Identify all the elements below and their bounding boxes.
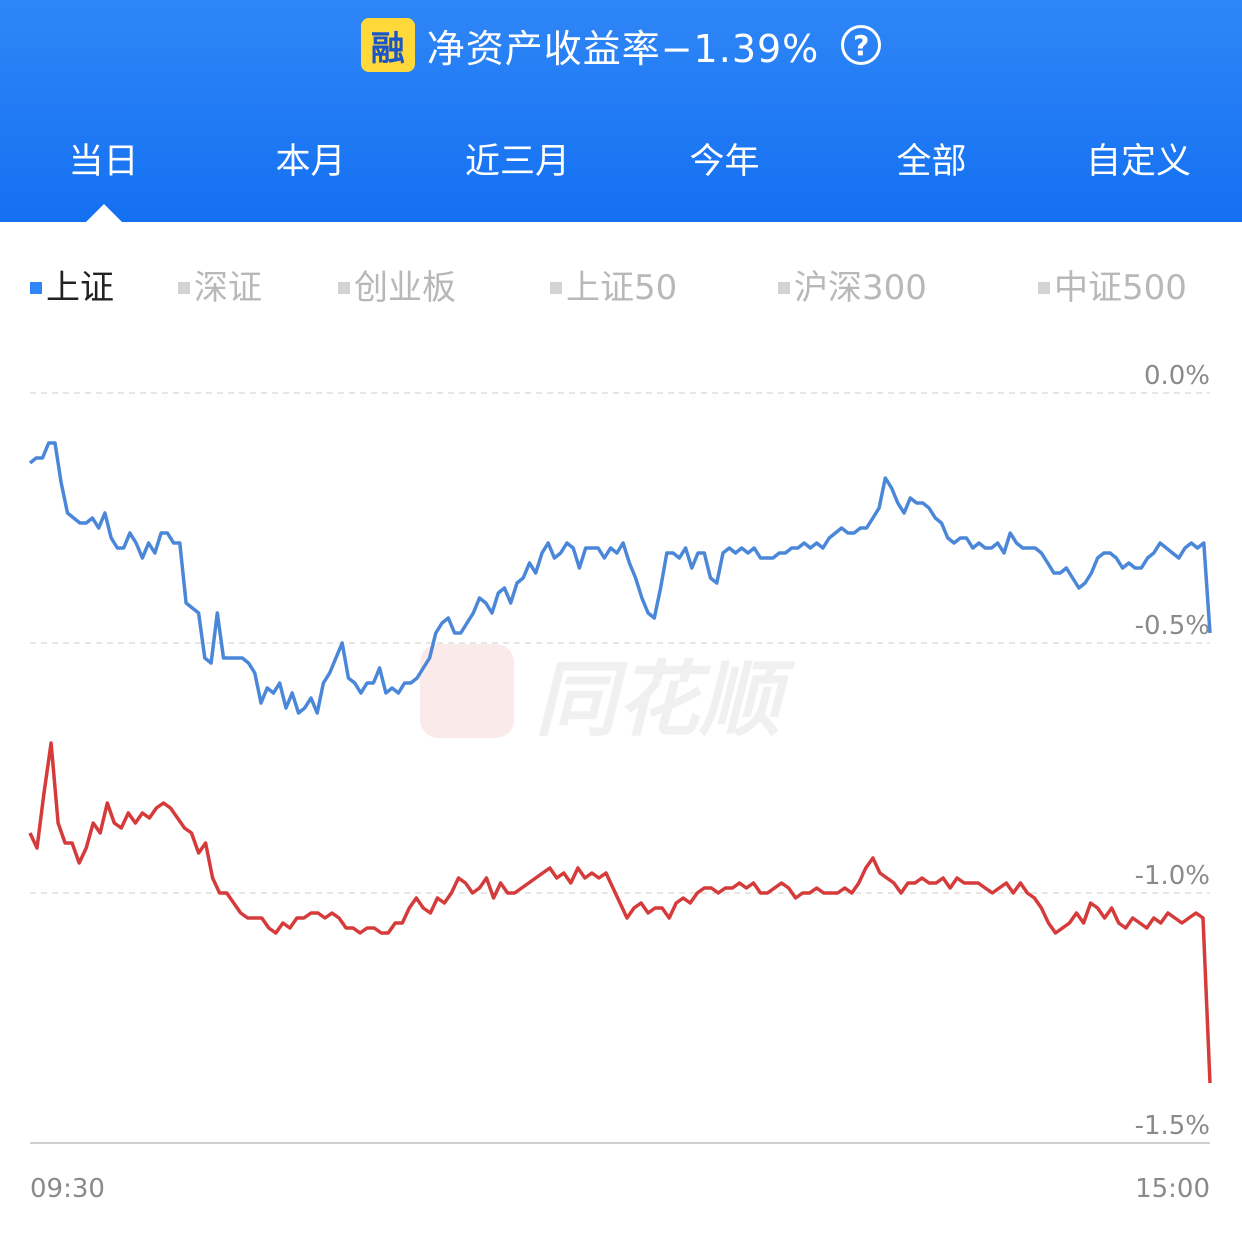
index-legend: 上证 深证 创业板 上证50 沪深300 中证500 [0, 262, 1242, 314]
legend-square-icon [1038, 282, 1050, 294]
question-circle-icon[interactable]: ? [841, 25, 882, 65]
y-tick-label: -0.5% [1135, 611, 1210, 641]
legend-label: 深证 [194, 268, 262, 308]
watermark-logo-icon [420, 644, 514, 738]
legend-item-csi300[interactable]: 沪深300 [778, 262, 927, 314]
legend-label: 上证 [46, 268, 114, 308]
legend-square-icon [778, 282, 790, 294]
legend-item-shanghai[interactable]: 上证 [30, 262, 114, 314]
index-series-line [28, 441, 1212, 715]
legend-square-icon [338, 282, 350, 294]
title-row: 融 净资产收益率−1.39% ? [0, 16, 1242, 74]
legend-item-chinext[interactable]: 创业板 [338, 262, 456, 314]
y-axis-labels: 0.0% -0.5% -1.0% -1.5% [1135, 361, 1210, 1141]
x-tick-end: 15:00 [1135, 1174, 1210, 1204]
active-tab-pointer [86, 204, 122, 222]
watermark-text: 同花顺 [535, 653, 796, 748]
legend-item-csi500[interactable]: 中证500 [1038, 262, 1187, 314]
tab-all[interactable]: 全部 [896, 142, 967, 182]
tab-this-month[interactable]: 本月 [275, 142, 346, 182]
legend-item-shenzhen[interactable]: 深证 [178, 262, 262, 314]
watermark: 同花顺 [420, 644, 796, 748]
legend-label: 中证500 [1054, 268, 1187, 308]
y-tick-label: 0.0% [1144, 361, 1210, 391]
rong-badge-icon: 融 [360, 18, 415, 72]
account-series-line [28, 741, 1212, 1084]
tab-custom[interactable]: 自定义 [1085, 142, 1191, 182]
series-lines [28, 441, 1212, 1084]
tab-this-year[interactable]: 今年 [689, 142, 760, 182]
grid-lines [30, 392, 1210, 1144]
tab-today[interactable]: 当日 [68, 142, 139, 182]
return-chart: 同花顺 0.0% -0.5% -1.0% -1.5% 09:30 15:00 [28, 361, 1212, 1204]
page-title: 净资产收益率−1.39% [426, 26, 820, 71]
legend-square-icon [178, 282, 190, 294]
y-tick-label: -1.0% [1135, 861, 1210, 891]
y-tick-label: -1.5% [1135, 1111, 1210, 1141]
legend-label: 沪深300 [794, 268, 927, 308]
period-tabs: 当日 本月 近三月 今年 全部 自定义 [0, 130, 1242, 194]
legend-item-sse50[interactable]: 上证50 [550, 262, 677, 314]
legend-square-icon [550, 282, 562, 294]
x-tick-start: 09:30 [30, 1174, 105, 1204]
x-axis-labels: 09:30 15:00 [30, 1174, 1210, 1204]
tab-three-months[interactable]: 近三月 [464, 142, 570, 182]
header-bar: 融 净资产收益率−1.39% ? 当日 本月 近三月 今年 全部 自定义 [0, 0, 1242, 222]
legend-label: 上证50 [566, 268, 678, 308]
legend-square-icon [30, 282, 42, 294]
legend-label: 创业板 [354, 268, 456, 308]
